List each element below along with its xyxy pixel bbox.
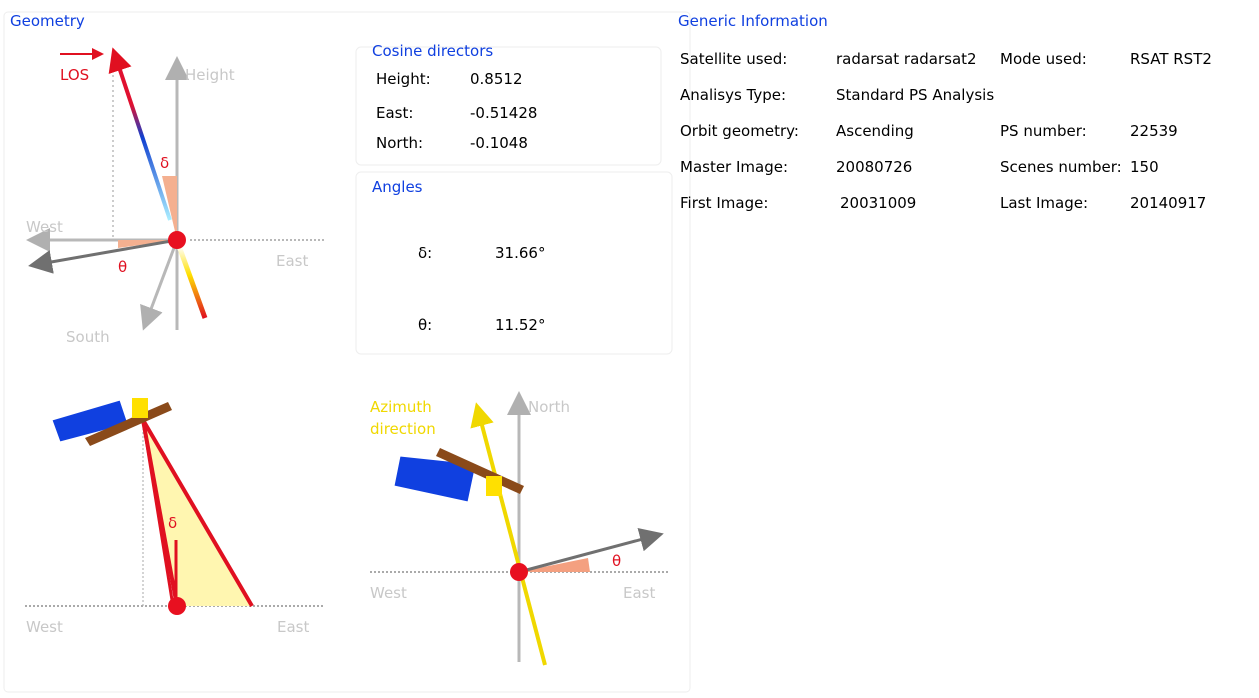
info-value: radarsat radarsat2 (836, 50, 977, 68)
delta-label: δ (168, 514, 177, 532)
generic-table: Satellite used: radarsat radarsat2 Mode us… (680, 50, 1212, 212)
west-label: West (26, 218, 63, 236)
info-key: Analisys Type: (680, 86, 786, 104)
cosine-key: North: (376, 134, 423, 152)
angle-value: 11.52° (495, 316, 545, 334)
info-key: PS number: (1000, 122, 1087, 140)
info-value: 20140917 (1130, 194, 1206, 212)
north-label: North (528, 398, 570, 416)
info-key: Scenes number: (1000, 158, 1122, 176)
azimuth-label: direction (370, 420, 436, 438)
info-key: First Image: (680, 194, 768, 212)
info-key: Orbit geometry: (680, 122, 799, 140)
info-key: Last Image: (1000, 194, 1088, 212)
angle-value: 31.66° (495, 244, 545, 262)
geometry-panel (3, 11, 691, 693)
info-value: 20031009 (840, 194, 916, 212)
info-value: 22539 (1130, 122, 1178, 140)
delta-label: δ (160, 154, 169, 172)
cosine-key: Height: (376, 70, 431, 88)
east-label: East (276, 252, 308, 270)
info-key: Master Image: (680, 158, 788, 176)
info-value: 20080726 (836, 158, 912, 176)
west-label: West (370, 584, 407, 602)
info-value: RSAT RST2 (1130, 50, 1212, 68)
top-view (370, 391, 668, 666)
theta-label: θ (612, 552, 621, 570)
side-view (25, 398, 325, 615)
los-label: LOS (60, 66, 89, 84)
info-value: 150 (1130, 158, 1159, 176)
angles-box (355, 171, 673, 355)
info-key: Mode used: (1000, 50, 1087, 68)
angle-key: δ: (418, 244, 432, 262)
azimuth-label: Azimuth (370, 398, 432, 416)
los-diagram (26, 47, 325, 331)
cosine-title: Cosine directors (372, 42, 493, 60)
cosine-value: 0.8512 (470, 70, 523, 88)
angles-title: Angles (372, 178, 423, 196)
east-label: East (277, 618, 309, 636)
south-label: South (66, 328, 110, 346)
height-label: Height (185, 66, 235, 84)
cosine-value: -0.1048 (470, 134, 528, 152)
info-key: Satellite used: (680, 50, 787, 68)
angle-key: θ: (418, 316, 432, 334)
geometry-title: Geometry (10, 12, 85, 30)
info-value: Standard PS Analysis (836, 86, 994, 104)
west-label: West (26, 618, 63, 636)
cosine-value: -0.51428 (470, 104, 537, 122)
info-value: Ascending (836, 122, 914, 140)
theta-label: θ (118, 258, 127, 276)
east-label: East (623, 584, 655, 602)
cosine-box (355, 46, 662, 166)
cosine-key: East: (376, 104, 413, 122)
generic-title: Generic Information (678, 12, 828, 30)
